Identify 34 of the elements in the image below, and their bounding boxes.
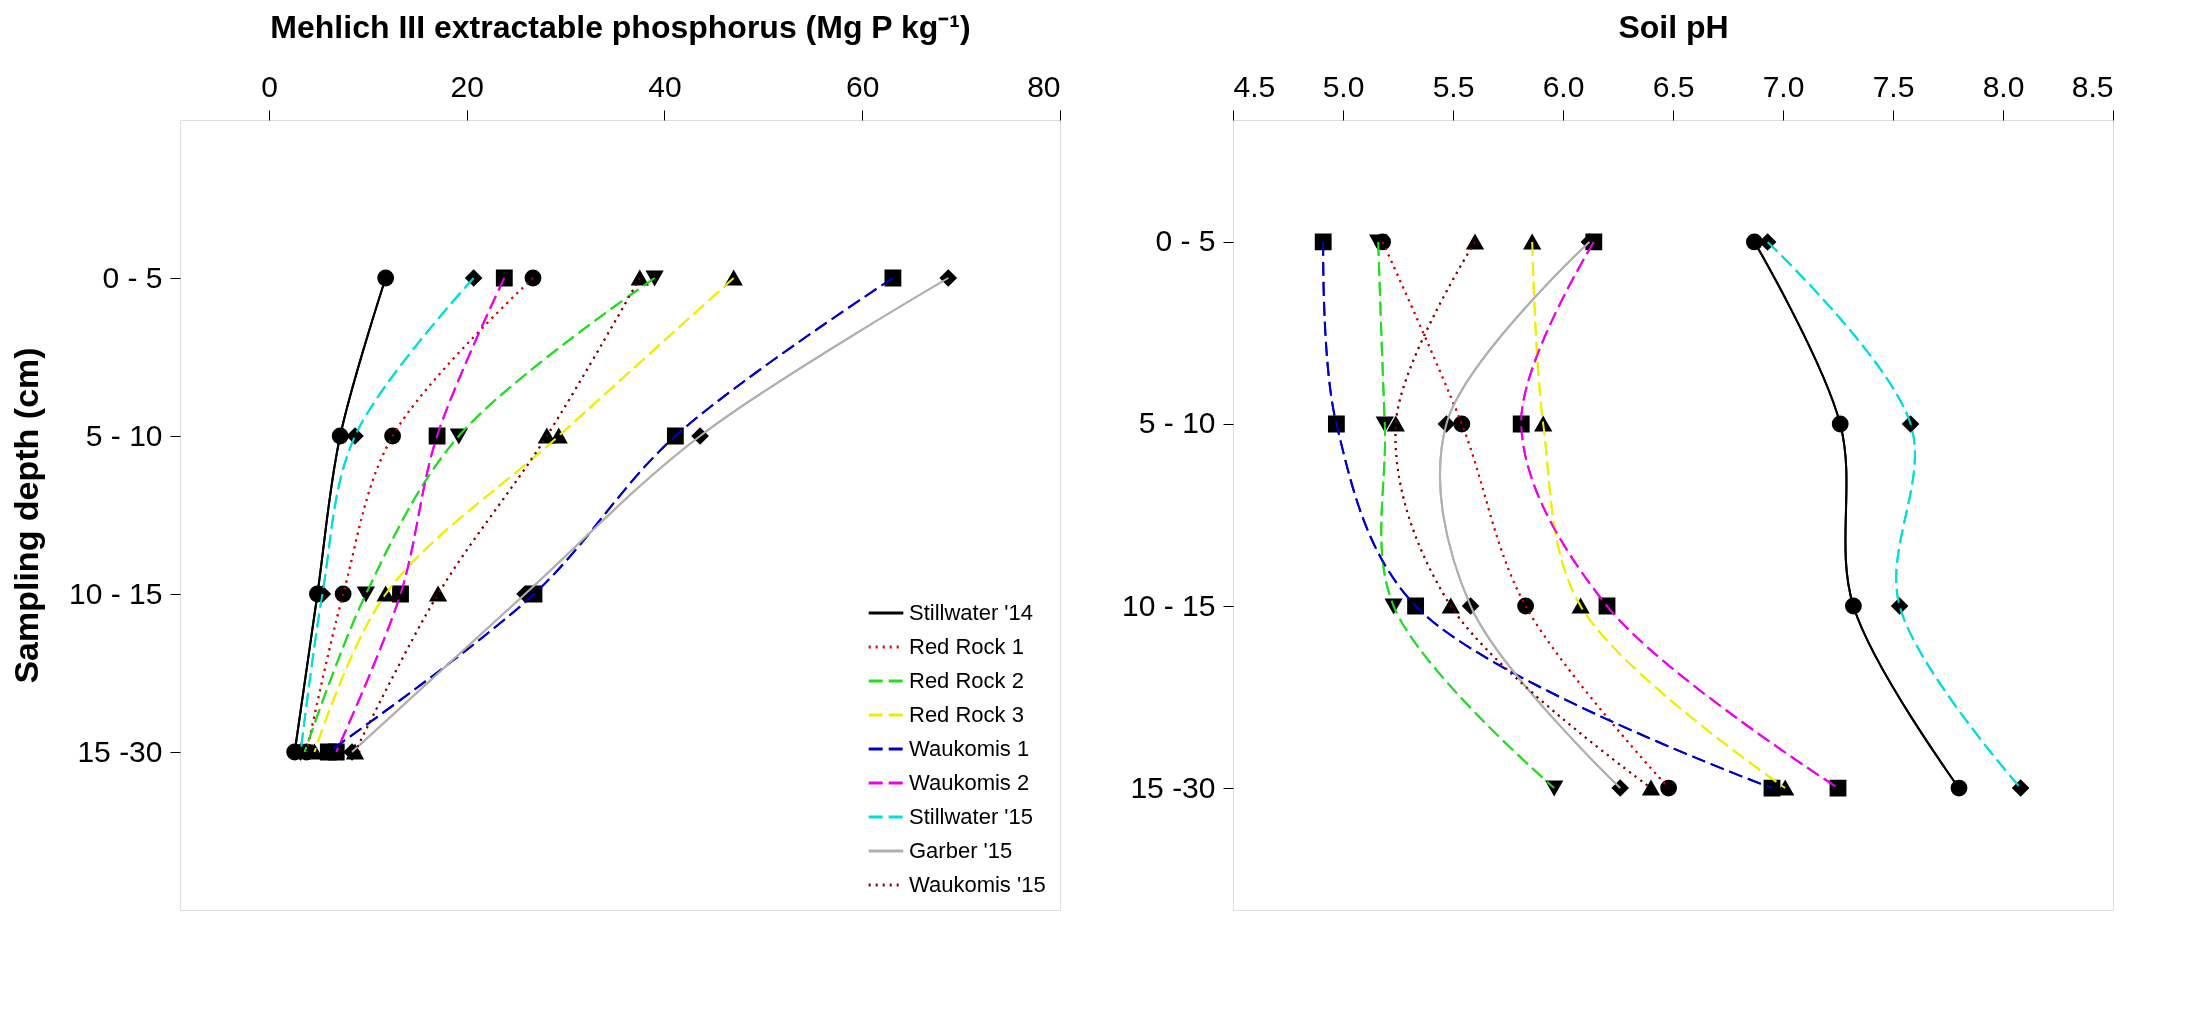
y-tick-label: 10 - 15 — [69, 576, 163, 610]
x-tick-label: 80 — [1027, 69, 1061, 103]
y-axis-title: Sampling depth (cm) — [7, 347, 46, 684]
x-tick-label: 5.5 — [1432, 69, 1475, 103]
x-tick-label: 4.5 — [1233, 69, 1276, 103]
x-tick-label: 20 — [450, 69, 484, 103]
x-tick-label: 6.5 — [1652, 69, 1695, 103]
y-tick-label: 15 -30 — [1130, 770, 1216, 804]
x-tick-label: 40 — [648, 69, 682, 103]
legend-label: Red Rock 2 — [909, 668, 1024, 693]
x-tick-label: 6.0 — [1542, 69, 1585, 103]
x-axis-title: Soil pH — [1618, 8, 1729, 45]
x-tick-label: 8.5 — [2071, 69, 2114, 103]
x-tick-label: 8.0 — [1982, 69, 2025, 103]
y-tick-label: 10 - 15 — [1122, 588, 1216, 622]
x-tick-label: 60 — [846, 69, 880, 103]
y-tick-label: 15 -30 — [77, 734, 163, 768]
legend-label: Stillwater '15 — [909, 804, 1034, 829]
y-tick-label: 5 - 10 — [1138, 406, 1216, 440]
y-tick-label: 0 - 5 — [102, 260, 163, 294]
x-axis-title: Mehlich III extractable phosphorus (Mg P kg⁻¹) — [270, 8, 971, 45]
x-tick-label: 7.5 — [1872, 69, 1915, 103]
legend-label: Waukomis 2 — [909, 770, 1030, 795]
legend-label: Red Rock 1 — [909, 634, 1024, 659]
y-tick-label: 5 - 10 — [85, 418, 163, 452]
legend-label: Waukomis 1 — [909, 736, 1030, 761]
legend-label: Garber '15 — [909, 838, 1013, 863]
x-tick-label: 0 — [261, 69, 278, 103]
x-tick-label: 5.0 — [1322, 69, 1365, 103]
legend-label: Red Rock 3 — [909, 702, 1024, 727]
legend-label: Stillwater '14 — [909, 600, 1034, 625]
y-tick-label: 0 - 5 — [1155, 224, 1216, 258]
legend-label: Waukomis '15 — [909, 872, 1046, 897]
x-tick-label: 7.0 — [1762, 69, 1805, 103]
